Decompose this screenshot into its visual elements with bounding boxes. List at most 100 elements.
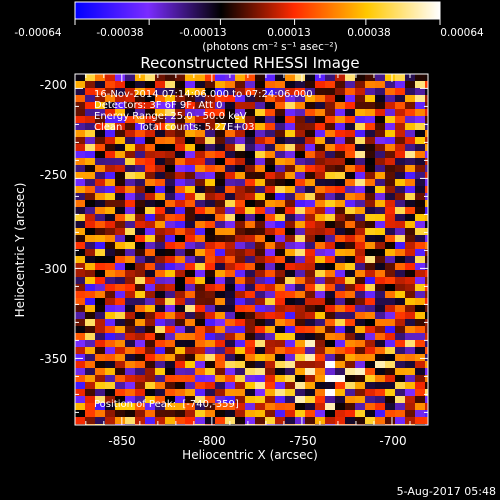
heatmap-cell [335,242,346,250]
heatmap-cell [285,382,296,390]
heatmap-cell [295,270,306,278]
heatmap-cell [305,228,316,236]
heatmap-cell [265,214,276,222]
heatmap-cell [325,214,336,222]
heatmap-cell [75,361,86,369]
heatmap-cell [385,354,396,362]
heatmap-cell [295,179,306,187]
heatmap-cell [285,326,296,334]
heatmap-cell [385,347,396,355]
heatmap-cell [325,172,336,180]
heatmap-cell [175,270,186,278]
heatmap-cell [195,221,206,229]
heatmap-cell [215,256,226,264]
heatmap-cell [205,319,216,327]
heatmap-cell [195,242,206,250]
heatmap-cell [265,319,276,327]
heatmap-cell [235,382,246,390]
heatmap-cell [245,186,256,194]
heatmap-cell [335,165,346,173]
heatmap-cell [345,396,356,404]
heatmap-cell [105,214,116,222]
heatmap-cell [365,312,376,320]
heatmap-cell [315,95,326,103]
x-tick-label: -800 [198,434,225,448]
heatmap-cell [315,109,326,117]
heatmap-cell [285,298,296,306]
heatmap-cell [295,116,306,124]
heatmap-cell [255,277,266,285]
heatmap-cell [185,130,196,138]
heatmap-cell [225,333,236,341]
heatmap-cell [275,200,286,208]
heatmap-cell [295,200,306,208]
heatmap-cell [215,95,226,103]
heatmap-cell [295,109,306,117]
heatmap-cell [205,207,216,215]
heatmap-cell [305,179,316,187]
heatmap-cell [305,284,316,292]
heatmap-cell [345,403,356,411]
heatmap-cell [145,389,156,397]
heatmap-cell [185,172,196,180]
heatmap-cell [285,270,296,278]
heatmap-cell [255,361,266,369]
heatmap-cell [305,291,316,299]
heatmap-cell [185,214,196,222]
heatmap-cell [185,389,196,397]
heatmap-cell [295,81,306,89]
heatmap-cell [275,137,286,145]
heatmap-cell [95,354,106,362]
heatmap-cell [105,179,116,187]
heatmap-cell [405,242,416,250]
colorbar-tick-label: -0.00038 [96,27,143,39]
heatmap-cell [175,389,186,397]
heatmap-cell [185,242,196,250]
heatmap-cell [215,74,226,82]
heatmap-cell [235,137,246,145]
heatmap-cell [305,319,316,327]
heatmap-cell [275,249,286,257]
heatmap-cell [155,340,166,348]
heatmap-cell [295,298,306,306]
heatmap-cell [295,396,306,404]
heatmap-cell [245,228,256,236]
heatmap-cell [325,319,336,327]
heatmap-cell [315,249,326,257]
heatmap-cell [175,74,186,82]
heatmap-cell [395,417,406,425]
heatmap-cell [315,312,326,320]
heatmap-cell [315,144,326,152]
heatmap-cell [415,417,426,425]
heatmap-cell [75,340,86,348]
heatmap-cell [395,403,406,411]
heatmap-cell [425,305,428,313]
heatmap-cell [325,207,336,215]
heatmap-cell [85,319,96,327]
heatmap-cell [325,417,336,425]
heatmap-cell [295,403,306,411]
heatmap-cell [265,228,276,236]
heatmap-cell [145,165,156,173]
heatmap-cell [265,291,276,299]
heatmap-cell [415,361,426,369]
heatmap-cell [295,74,306,82]
y-axis-label: Heliocentric Y (arcsec) [13,183,27,318]
heatmap-cell [315,137,326,145]
heatmap-cell [285,389,296,397]
heatmap-cell [145,333,156,341]
heatmap-cell [305,186,316,194]
heatmap-cell [385,298,396,306]
heatmap-cell [225,221,236,229]
heatmap-cell [425,361,428,369]
heatmap-cell [405,151,416,159]
heatmap-cell [255,95,266,103]
heatmap-cell [325,382,336,390]
heatmap-cell [335,186,346,194]
heatmap-cell [135,263,146,271]
heatmap-cell [105,95,116,103]
heatmap-cell [315,235,326,243]
heatmap-cell [85,396,96,404]
heatmap-cell [245,347,256,355]
heatmap-cell [155,256,166,264]
